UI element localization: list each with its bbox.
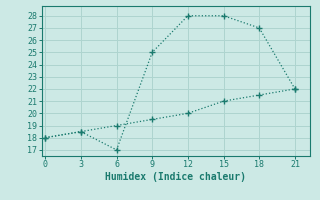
X-axis label: Humidex (Indice chaleur): Humidex (Indice chaleur) xyxy=(106,172,246,182)
